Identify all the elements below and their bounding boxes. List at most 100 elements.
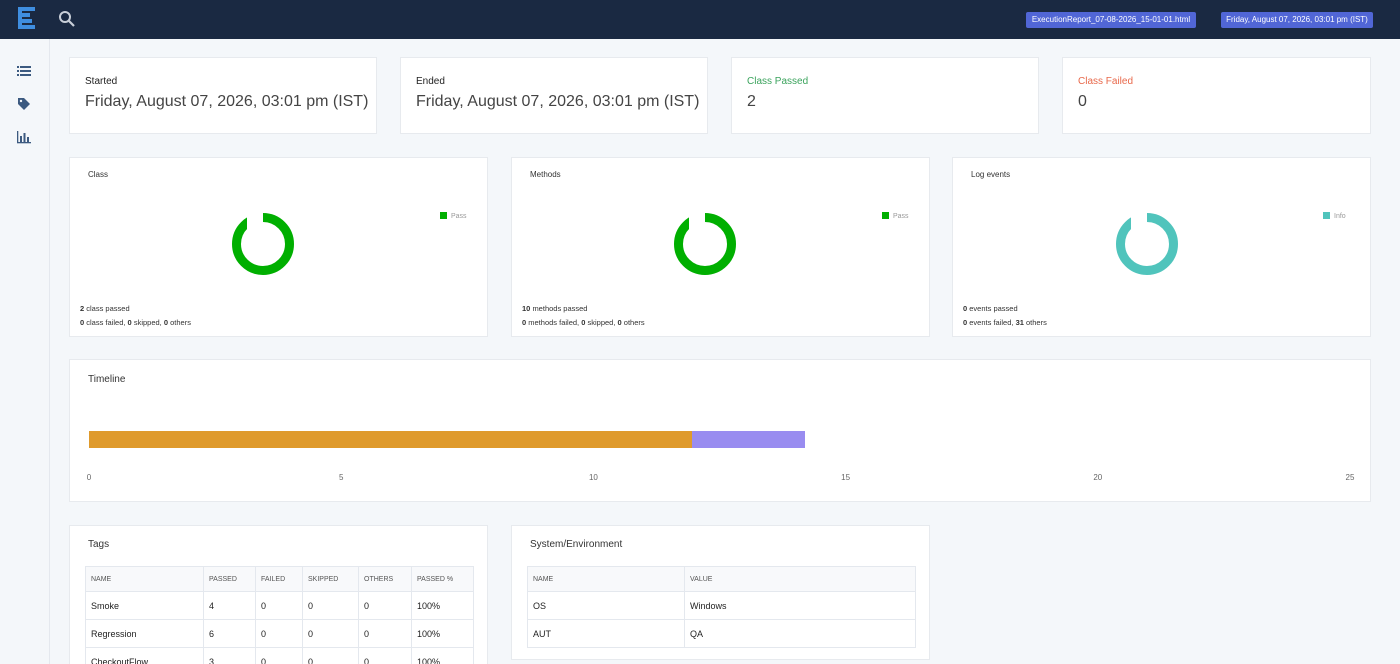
- log-events-failed-count: 0: [963, 318, 968, 327]
- log-events-others-text: others: [1026, 318, 1047, 327]
- report-file-badge: ExecutionReport_07-08-2026_15-01-01.html: [1026, 12, 1196, 28]
- timeline-card: Timeline 0 5 10 15 20 25: [69, 359, 1371, 502]
- methods-others-count: 0: [617, 318, 622, 327]
- methods-failed-count: 0: [522, 318, 527, 327]
- tags-col-others: OTHERS: [358, 566, 412, 592]
- env-name: OS: [527, 591, 685, 620]
- tag-passed: 6: [203, 619, 256, 648]
- timeline-tick: 5: [338, 473, 344, 482]
- tag-passed: 3: [203, 647, 256, 664]
- methods-donut-chart[interactable]: [673, 212, 737, 276]
- class-failed-card: Class Failed 0: [1062, 57, 1371, 134]
- log-events-donut-chart[interactable]: [1115, 212, 1179, 276]
- methods-legend[interactable]: Pass: [882, 212, 909, 220]
- started-card: Started Friday, August 07, 2026, 03:01 p…: [69, 57, 377, 134]
- tags-col-passed: PASSED: [203, 566, 256, 592]
- methods-skipped-count: 0: [581, 318, 586, 327]
- tag-failed: 0: [255, 619, 303, 648]
- tags-col-name: NAME: [85, 566, 204, 592]
- class-others-count: 0: [163, 318, 169, 327]
- ended-card: Ended Friday, August 07, 2026, 03:01 pm …: [400, 57, 708, 134]
- timeline-tick: 20: [1093, 473, 1103, 482]
- class-failed-value: 0: [1078, 93, 1087, 110]
- log-events-chart-title: Log events: [971, 170, 1011, 179]
- class-failed-text: class failed,: [86, 318, 126, 327]
- search-icon[interactable]: [58, 10, 76, 28]
- tag-name: Smoke: [85, 591, 204, 620]
- env-value: Windows: [684, 591, 916, 620]
- extent-logo-icon[interactable]: [16, 6, 38, 32]
- ended-label: Ended: [416, 76, 445, 87]
- log-events-others-count: 31: [1015, 318, 1024, 327]
- tags-col-skipped: SKIPPED: [302, 566, 359, 592]
- timeline-tick: 10: [588, 473, 598, 482]
- log-events-passed-count: 0: [963, 304, 968, 313]
- tag-others: 0: [358, 619, 412, 648]
- methods-passed-summary: 10 methods passed: [522, 304, 587, 313]
- class-failed-summary: 0 class failed, 0 skipped, 0 others: [80, 318, 191, 327]
- tags-card: Tags NAME PASSED FAILED SKIPPED OTHERS P…: [69, 525, 488, 664]
- class-passed-value: 2: [747, 93, 756, 110]
- methods-legend-swatch: [882, 212, 889, 219]
- timeline-tick: 0: [86, 473, 92, 482]
- top-navbar: ExecutionReport_07-08-2026_15-01-01.html…: [0, 0, 1400, 39]
- tag-passed-pct: 100%: [411, 591, 474, 620]
- tags-table: NAME PASSED FAILED SKIPPED OTHERS PASSED…: [85, 566, 474, 664]
- methods-passed-text: methods passed: [532, 304, 588, 313]
- tags-col-failed: FAILED: [255, 566, 303, 592]
- table-row[interactable]: CheckoutFlow 3 0 0 0 100%: [85, 647, 474, 664]
- table-row[interactable]: OS Windows: [527, 591, 916, 620]
- tag-others: 0: [358, 647, 412, 664]
- class-passed-summary: 2 class passed: [80, 304, 130, 313]
- methods-failed-summary: 0 methods failed, 0 skipped, 0 others: [522, 318, 645, 327]
- class-passed-count: 2: [80, 304, 85, 313]
- class-failed-count: 0: [80, 318, 85, 327]
- env-name: AUT: [527, 619, 685, 648]
- list-icon[interactable]: [17, 64, 31, 78]
- environment-header-row: NAME VALUE: [527, 566, 916, 592]
- timeline-tick: 15: [841, 473, 851, 482]
- environment-title: System/Environment: [530, 539, 623, 550]
- class-passed-label: Class Passed: [747, 76, 809, 87]
- started-label: Started: [85, 76, 118, 87]
- methods-chart-card: Methods Pass 10 methods passed 0 methods…: [511, 157, 930, 337]
- tag-passed-pct: 100%: [411, 647, 474, 664]
- timeline-tick: 25: [1345, 473, 1355, 482]
- log-events-passed-text: events passed: [969, 304, 1018, 313]
- class-others-text: others: [170, 318, 191, 327]
- tag-skipped: 0: [302, 647, 359, 664]
- timeline-title: Timeline: [88, 374, 126, 385]
- timeline-segment-2[interactable]: [691, 431, 806, 448]
- log-events-failed-text: events failed,: [969, 318, 1014, 327]
- tag-skipped: 0: [302, 619, 359, 648]
- log-events-failed-summary: 0 events failed, 31 others: [963, 318, 1047, 327]
- timeline-segment-1[interactable]: [89, 431, 692, 448]
- class-chart-title: Class: [88, 170, 109, 179]
- log-events-passed-summary: 0 events passed: [963, 304, 1018, 313]
- table-row[interactable]: AUT QA: [527, 619, 916, 648]
- table-row[interactable]: Regression 6 0 0 0 100%: [85, 619, 474, 648]
- tag-icon[interactable]: [17, 97, 31, 111]
- report-date-badge: Friday, August 07, 2026, 03:01 pm (IST): [1221, 12, 1373, 28]
- class-donut-chart[interactable]: [231, 212, 295, 276]
- tags-header-row: NAME PASSED FAILED SKIPPED OTHERS PASSED…: [85, 566, 474, 592]
- bar-chart-icon[interactable]: [17, 130, 31, 144]
- tag-failed: 0: [255, 591, 303, 620]
- table-row[interactable]: Smoke 4 0 0 0 100%: [85, 591, 474, 620]
- tags-col-passed-pct: PASSED %: [411, 566, 474, 592]
- class-passed-card: Class Passed 2: [731, 57, 1039, 134]
- class-legend-label: Pass: [451, 213, 467, 220]
- class-skipped-count: 0: [127, 318, 132, 327]
- tag-passed-pct: 100%: [411, 619, 474, 648]
- ended-value: Friday, August 07, 2026, 03:01 pm (IST): [416, 93, 700, 110]
- env-col-value: VALUE: [684, 566, 916, 592]
- log-events-legend[interactable]: Info: [1323, 212, 1346, 220]
- environment-table: NAME VALUE OS Windows AUT QA: [527, 566, 916, 648]
- methods-legend-label: Pass: [893, 213, 909, 220]
- tags-title: Tags: [88, 539, 110, 550]
- tag-failed: 0: [255, 647, 303, 664]
- class-legend[interactable]: Pass: [440, 212, 467, 220]
- started-value: Friday, August 07, 2026, 03:01 pm (IST): [85, 93, 369, 110]
- methods-passed-count: 10: [522, 304, 531, 313]
- log-events-legend-label: Info: [1334, 213, 1346, 220]
